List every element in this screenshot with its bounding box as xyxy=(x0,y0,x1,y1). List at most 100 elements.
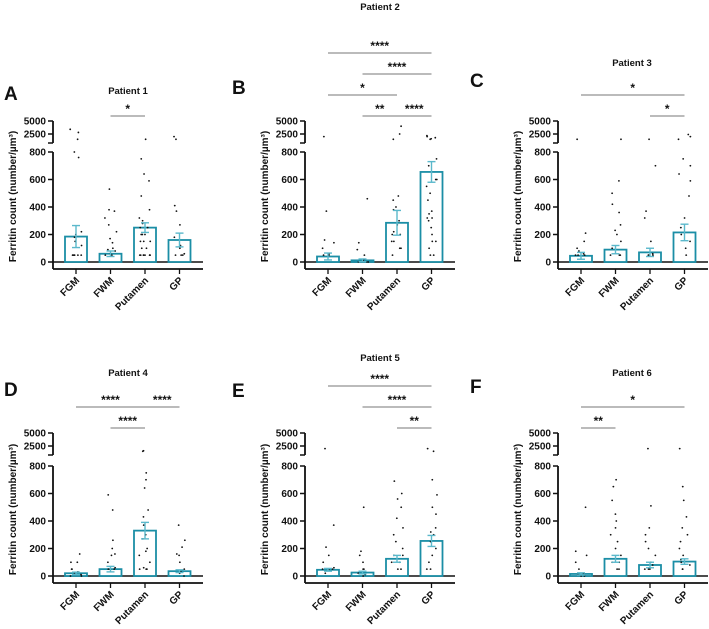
data-point xyxy=(73,236,76,239)
data-point xyxy=(110,554,113,557)
data-point xyxy=(611,499,614,502)
y-tick-label: 400 xyxy=(29,203,46,214)
data-point xyxy=(577,254,579,257)
data-point xyxy=(611,203,614,206)
data-point xyxy=(356,248,359,251)
data-point xyxy=(325,210,328,213)
data-point xyxy=(332,524,335,527)
x-tick-label: Putamen xyxy=(618,589,656,627)
y-tick-label: 5000 xyxy=(24,429,47,440)
data-point xyxy=(585,554,588,557)
data-point xyxy=(175,138,177,141)
data-point xyxy=(71,568,73,571)
data-point xyxy=(426,134,428,137)
y-tick-label: 5000 xyxy=(24,117,47,128)
data-point xyxy=(652,254,654,257)
data-point xyxy=(76,561,79,564)
data-point xyxy=(109,237,111,240)
data-point xyxy=(148,208,151,211)
data-point xyxy=(401,554,404,557)
panel-a: Patient 1 A Ferritin count (number/µm³) 0 20… xyxy=(4,84,203,313)
data-point xyxy=(144,254,146,257)
data-point xyxy=(333,241,335,244)
y-axis-label: Ferritin count (number/µm³) xyxy=(260,131,271,262)
data-point xyxy=(358,554,361,557)
significance-label: **** xyxy=(388,60,407,74)
y-tick-label: 800 xyxy=(29,148,46,159)
data-point xyxy=(321,568,324,571)
data-point xyxy=(430,226,433,229)
data-point xyxy=(138,217,141,219)
data-point xyxy=(363,568,365,571)
data-point xyxy=(434,240,437,243)
y-axis-label: Ferritin count (number/µm³) xyxy=(513,444,524,575)
significance-label: **** xyxy=(370,372,389,386)
data-point xyxy=(678,447,681,450)
data-point xyxy=(618,179,620,182)
data-point xyxy=(647,254,650,257)
data-point xyxy=(620,138,622,141)
data-point xyxy=(400,568,402,571)
data-point xyxy=(400,125,402,128)
data-point xyxy=(390,561,393,564)
data-point xyxy=(425,185,428,188)
data-point xyxy=(428,212,430,215)
data-point xyxy=(139,240,142,243)
data-point xyxy=(609,254,612,257)
data-point xyxy=(392,230,395,233)
data-point xyxy=(682,499,685,502)
data-point xyxy=(679,540,682,543)
data-point xyxy=(396,498,399,500)
data-point xyxy=(428,247,431,250)
data-point xyxy=(651,252,654,255)
data-point xyxy=(108,188,111,191)
data-point xyxy=(431,506,434,509)
data-point xyxy=(584,232,587,235)
data-point xyxy=(612,485,615,488)
data-point xyxy=(618,568,620,571)
data-point xyxy=(360,550,362,553)
data-point xyxy=(435,178,438,181)
data-point xyxy=(178,554,181,557)
data-point xyxy=(616,568,619,571)
data-point xyxy=(148,179,150,182)
y-tick-label: 0 xyxy=(40,258,46,269)
data-point xyxy=(398,247,401,250)
data-point xyxy=(434,526,437,529)
y-tick-label: 400 xyxy=(534,517,551,528)
significance-label: ** xyxy=(594,414,604,428)
data-point xyxy=(111,241,114,244)
panel-letter: B xyxy=(232,78,246,99)
data-point xyxy=(645,210,647,213)
x-tick-label: FWM xyxy=(344,589,369,614)
x-tick-label: FGM xyxy=(311,589,334,612)
data-point xyxy=(434,136,437,139)
panel-f: Patient 6 F Ferritin count (number/µm³) 0 20… xyxy=(470,368,708,627)
y-tick-label: 600 xyxy=(29,175,46,186)
data-point xyxy=(107,223,110,226)
data-point xyxy=(145,471,148,474)
x-tick-label: Putamen xyxy=(365,275,403,313)
x-tick-label: FGM xyxy=(311,275,334,298)
data-point xyxy=(181,254,184,257)
data-point xyxy=(146,568,148,571)
data-point xyxy=(429,254,432,257)
y-axis-label: Ferritin count (number/µm³) xyxy=(8,131,19,262)
data-point xyxy=(432,450,435,453)
x-tick-label: FGM xyxy=(564,275,587,298)
panel-letter: E xyxy=(232,381,245,402)
data-point xyxy=(574,254,577,257)
y-tick-label: 200 xyxy=(29,544,46,555)
x-tick-label: GP xyxy=(168,275,186,293)
data-point xyxy=(647,547,650,550)
data-point xyxy=(651,564,654,566)
panel-title: Patient 2 xyxy=(360,2,400,13)
data-point xyxy=(429,531,432,533)
data-point xyxy=(181,546,183,549)
y-tick-label: 800 xyxy=(534,148,551,159)
data-point xyxy=(681,485,684,488)
data-point xyxy=(611,192,614,195)
data-point xyxy=(140,157,143,160)
significance-label: * xyxy=(125,102,130,116)
data-point xyxy=(180,254,183,257)
